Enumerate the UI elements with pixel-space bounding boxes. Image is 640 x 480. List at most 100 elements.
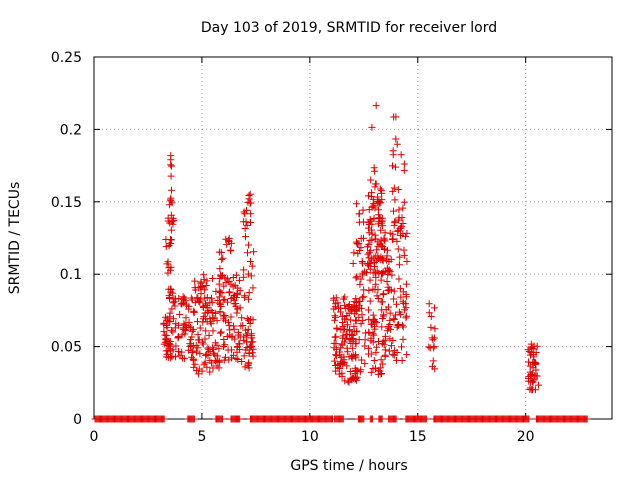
- data-point: [343, 321, 351, 329]
- data-point: [215, 299, 223, 307]
- data-point: [185, 346, 193, 354]
- data-point: [389, 151, 397, 159]
- data-point: [331, 333, 339, 341]
- data-point: [215, 293, 223, 301]
- data-point: [370, 214, 378, 222]
- data-point: [392, 163, 400, 171]
- data-point: [190, 307, 198, 315]
- data-point: [163, 260, 171, 268]
- data-point: [241, 363, 249, 371]
- data-point: [397, 293, 405, 301]
- data-point: [197, 278, 205, 286]
- data-point: [250, 248, 258, 256]
- data-point: [525, 415, 533, 423]
- data-point: [219, 254, 227, 262]
- data-point: [169, 220, 177, 228]
- data-point: [331, 313, 339, 321]
- data-point: [524, 375, 532, 383]
- data-point: [225, 321, 233, 329]
- data-point: [392, 135, 400, 143]
- data-point: [206, 348, 214, 356]
- data-point: [334, 304, 342, 312]
- chart-title: Day 103 of 2019, SRMTID for receiver lor…: [201, 20, 497, 36]
- data-point: [190, 356, 198, 364]
- data-point: [372, 102, 380, 110]
- data-point: [395, 308, 403, 316]
- data-point: [346, 368, 354, 376]
- data-point: [245, 195, 253, 203]
- data-point: [247, 272, 255, 280]
- data-point: [206, 368, 214, 376]
- data-point: [366, 276, 374, 284]
- data-point: [352, 274, 360, 282]
- data-point: [400, 160, 408, 168]
- data-point: [387, 342, 395, 350]
- data-point: [377, 356, 385, 364]
- data-point: [402, 280, 410, 288]
- data-point: [208, 298, 216, 306]
- data-point: [368, 236, 376, 244]
- data-point: [340, 325, 348, 333]
- data-point: [242, 326, 250, 334]
- data-point: [229, 351, 237, 359]
- data-point: [352, 340, 360, 348]
- data-point: [175, 348, 183, 356]
- data-point: [352, 200, 360, 208]
- data-point: [353, 373, 361, 381]
- data-point: [209, 364, 217, 372]
- data-point: [193, 294, 201, 302]
- data-point: [166, 338, 174, 346]
- data-point: [365, 350, 373, 358]
- data-point: [234, 284, 242, 292]
- data-point: [396, 225, 404, 233]
- data-point: [166, 317, 174, 325]
- data-point: [377, 187, 385, 195]
- data-point: [422, 415, 430, 423]
- data-point: [178, 331, 186, 339]
- data-point: [583, 415, 591, 423]
- data-point: [249, 338, 257, 346]
- data-point: [368, 256, 376, 264]
- data-point: [365, 206, 373, 214]
- data-point: [242, 218, 250, 226]
- data-point: [378, 323, 386, 331]
- data-point: [167, 172, 175, 180]
- data-point: [360, 293, 368, 301]
- data-point: [180, 299, 188, 307]
- data-point: [213, 317, 221, 325]
- data-point: [395, 214, 403, 222]
- data-point: [397, 343, 405, 351]
- data-point: [392, 300, 400, 308]
- data-point: [366, 297, 374, 305]
- data-point: [168, 352, 176, 360]
- data-point: [167, 211, 175, 219]
- data-point: [245, 316, 253, 324]
- data-point: [190, 308, 198, 316]
- data-point: [350, 327, 358, 335]
- data-point: [236, 415, 244, 423]
- data-point: [368, 189, 376, 197]
- data-point: [352, 295, 360, 303]
- data-point: [366, 215, 374, 223]
- data-point: [240, 266, 248, 274]
- data-point: [357, 244, 365, 252]
- data-point: [334, 299, 342, 307]
- data-point: [392, 415, 400, 423]
- data-point: [240, 352, 248, 360]
- data-point: [331, 316, 339, 324]
- data-point: [379, 360, 387, 368]
- data-point: [525, 348, 533, 356]
- data-point: [371, 183, 379, 191]
- data-point: [189, 347, 197, 355]
- data-point: [222, 279, 230, 287]
- data-point: [365, 192, 373, 200]
- data-point: [191, 284, 199, 292]
- data-point: [175, 321, 183, 329]
- data-point: [351, 304, 359, 312]
- data-point: [357, 275, 365, 283]
- data-point: [429, 357, 437, 365]
- data-point: [358, 293, 366, 301]
- data-point: [390, 207, 398, 215]
- data-point: [400, 198, 408, 206]
